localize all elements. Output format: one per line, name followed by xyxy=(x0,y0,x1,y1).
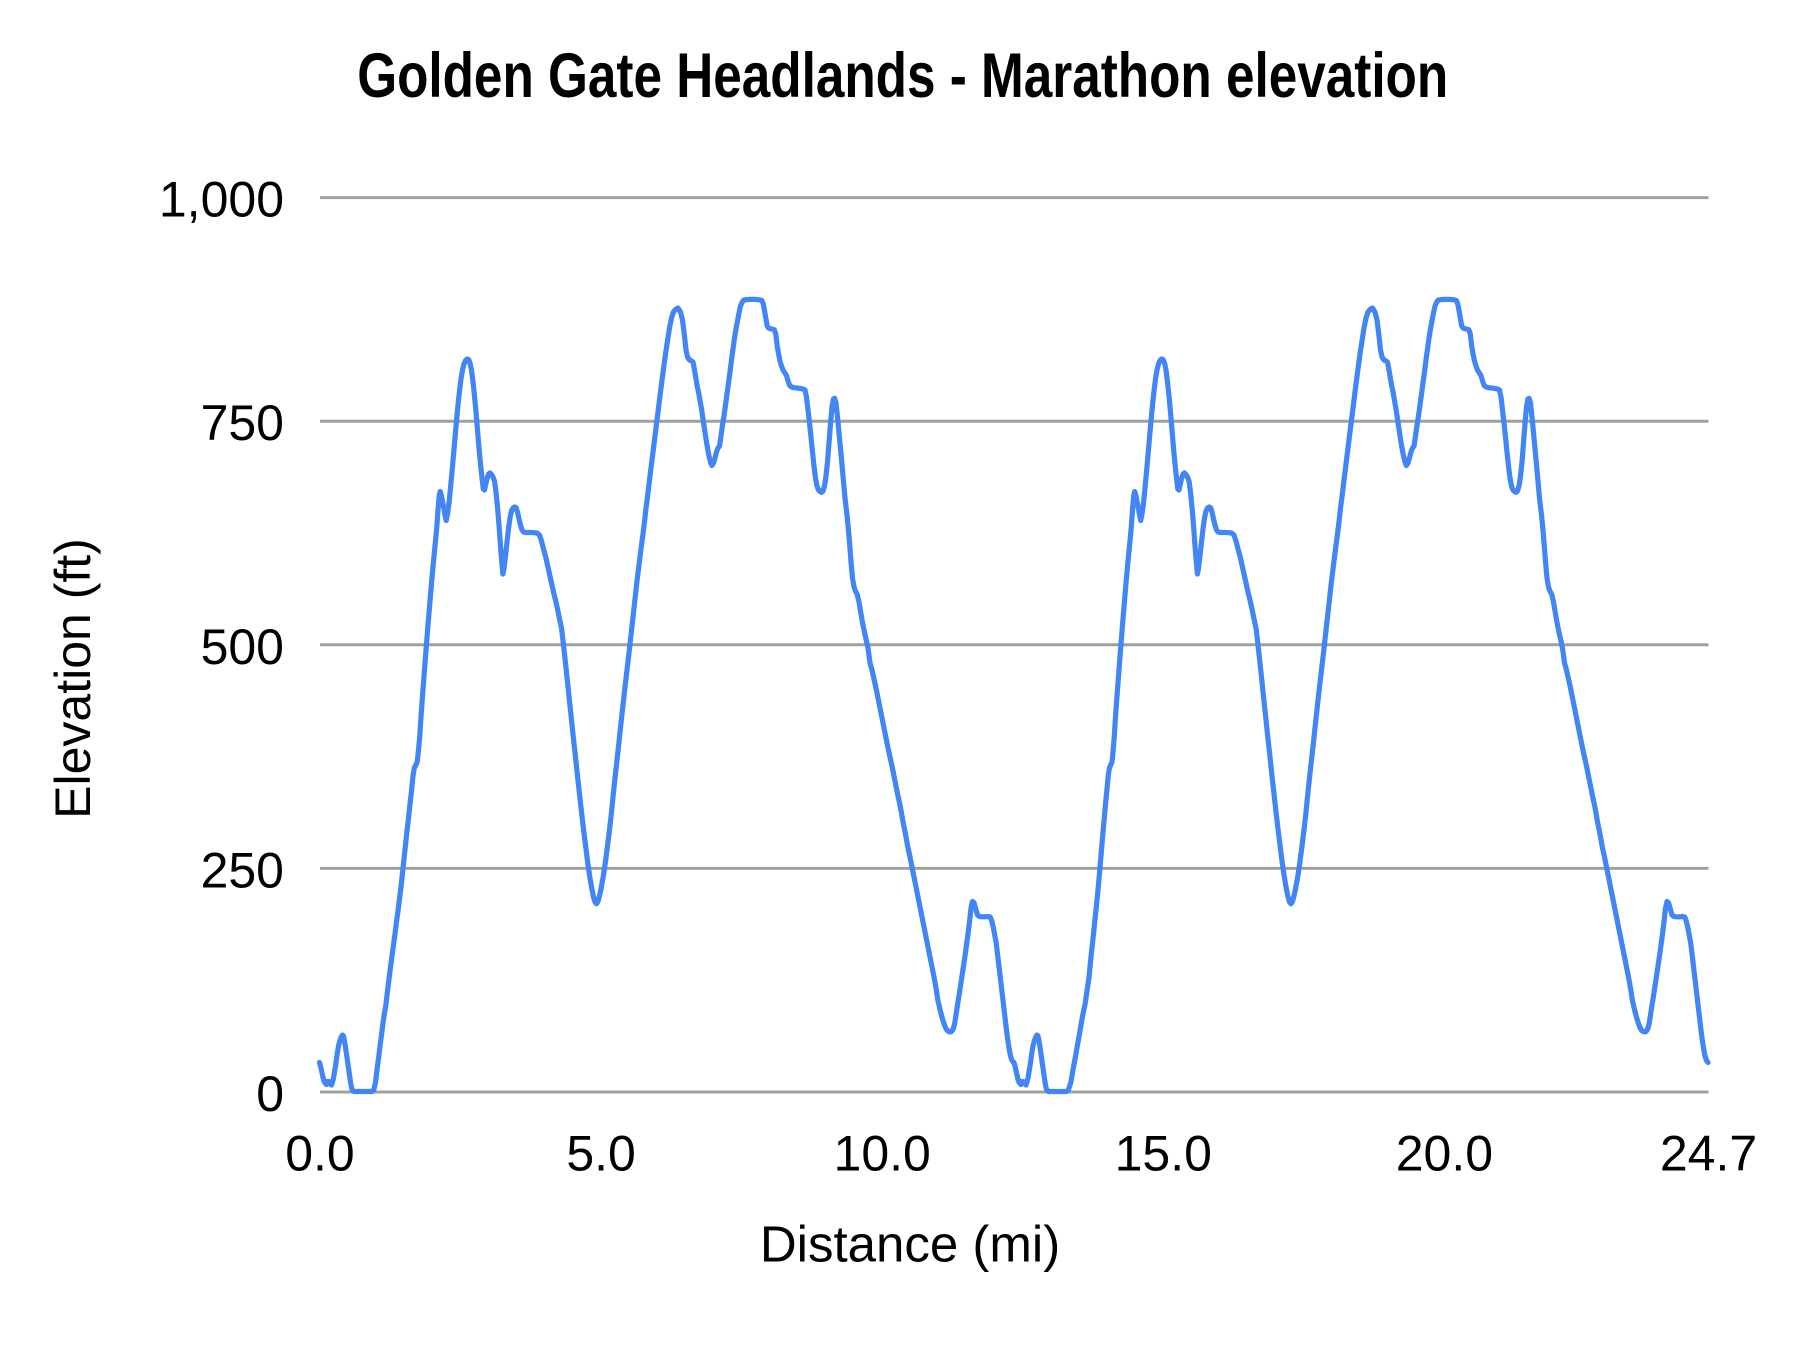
svg-text:15.0: 15.0 xyxy=(1115,1125,1212,1181)
svg-text:20.0: 20.0 xyxy=(1396,1125,1493,1181)
svg-text:10.0: 10.0 xyxy=(834,1125,931,1181)
svg-text:0.0: 0.0 xyxy=(285,1125,355,1181)
svg-text:5.0: 5.0 xyxy=(566,1125,636,1181)
svg-text:0: 0 xyxy=(256,1066,284,1122)
svg-text:Distance (mi): Distance (mi) xyxy=(760,1216,1060,1273)
svg-text:500: 500 xyxy=(201,619,284,675)
svg-text:1,000: 1,000 xyxy=(159,172,284,228)
svg-text:Golden Gate Headlands - Marath: Golden Gate Headlands - Marathon elevati… xyxy=(357,41,1448,111)
svg-text:750: 750 xyxy=(201,395,284,451)
svg-text:24.7: 24.7 xyxy=(1660,1125,1757,1181)
svg-text:250: 250 xyxy=(201,842,284,898)
svg-text:Elevation (ft): Elevation (ft) xyxy=(45,538,101,819)
